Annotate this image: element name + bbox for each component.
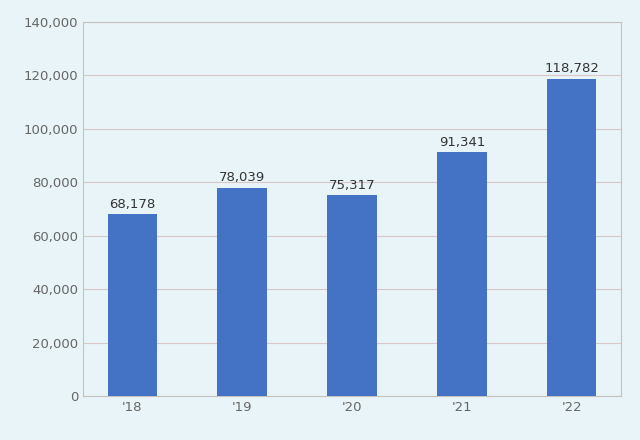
Bar — [547, 79, 596, 396]
Bar — [218, 187, 267, 396]
Text: 91,341: 91,341 — [438, 136, 485, 149]
Bar — [327, 195, 377, 396]
Bar — [437, 152, 486, 396]
Text: 118,782: 118,782 — [544, 62, 599, 76]
Bar — [108, 214, 157, 396]
Text: 68,178: 68,178 — [109, 198, 156, 211]
Text: 78,039: 78,039 — [219, 171, 266, 184]
Text: 75,317: 75,317 — [329, 179, 375, 191]
